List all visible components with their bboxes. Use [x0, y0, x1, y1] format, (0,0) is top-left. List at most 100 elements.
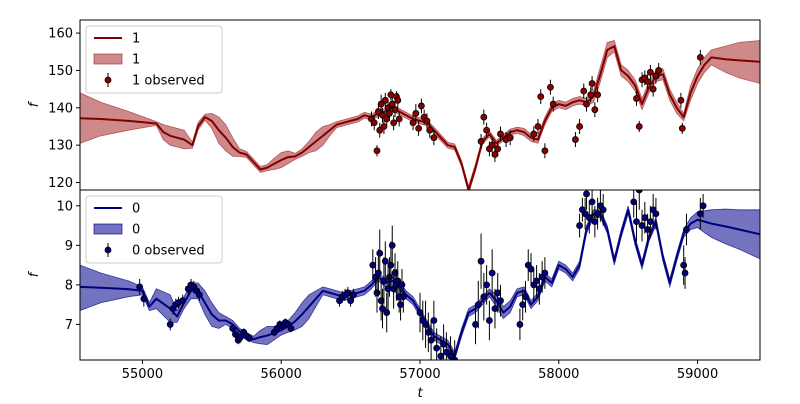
observed-point	[409, 119, 417, 127]
observed-point	[373, 147, 381, 155]
observed-point	[136, 283, 144, 291]
observed-point	[480, 113, 488, 121]
observed-point	[696, 210, 704, 218]
observed-point	[644, 78, 651, 86]
observed-point	[483, 126, 491, 134]
observed-point	[370, 119, 378, 127]
legend-entry-label: 1 observed	[132, 74, 205, 89]
observed-point	[533, 277, 540, 285]
observed-point	[633, 218, 640, 226]
observed-point	[488, 269, 496, 277]
observed-point	[652, 72, 660, 80]
observed-point	[395, 115, 403, 123]
observed-point	[591, 106, 599, 114]
top-panel: 120 130 140 150 160 f 1 1 1 observed	[27, 19, 761, 191]
observed-point	[649, 85, 657, 93]
observed-point	[549, 100, 557, 108]
plot-area	[80, 40, 760, 190]
observed-point	[394, 96, 402, 104]
observed-point	[635, 190, 643, 194]
observed-point	[587, 91, 595, 99]
x-tick-label: 57000	[399, 367, 440, 382]
legend-point-swatch	[104, 246, 112, 254]
y-tick-label: 10	[56, 199, 73, 214]
legend: 0 0 0 observed	[85, 195, 223, 264]
legend: 1 1 1 observed	[85, 25, 223, 94]
observed-point	[380, 123, 388, 130]
observed-point	[442, 348, 450, 356]
observed-point	[519, 301, 527, 309]
observed-point	[415, 124, 423, 132]
observed-point	[166, 321, 174, 328]
observed-point	[683, 226, 690, 233]
legend-entry-label: 1	[132, 53, 140, 68]
observed-point	[506, 134, 514, 142]
observed-point	[678, 124, 686, 132]
observed-point	[430, 134, 438, 142]
observed-point	[347, 297, 355, 305]
observed-point	[195, 291, 203, 299]
observed-point	[369, 261, 377, 269]
observed-point	[497, 130, 504, 138]
x-tick-label: 56000	[261, 367, 302, 382]
observed-point	[391, 106, 399, 114]
observed-point	[534, 123, 542, 130]
observed-point	[477, 257, 485, 265]
observed-point	[381, 96, 389, 104]
observed-point	[426, 126, 434, 134]
observed-point	[588, 80, 596, 87]
observed-point	[497, 297, 504, 305]
observed-point	[349, 291, 357, 299]
plot-area	[80, 190, 760, 360]
observed-point	[641, 214, 649, 222]
observed-point	[391, 269, 399, 277]
observed-point	[494, 289, 502, 297]
observed-point	[583, 100, 590, 108]
y-tick-label: 9	[65, 239, 73, 254]
observed-point	[381, 257, 389, 265]
observed-point	[417, 102, 425, 110]
observed-point	[245, 334, 253, 342]
observed-point	[594, 91, 602, 99]
observed-point	[576, 222, 583, 229]
observed-point	[585, 214, 593, 222]
observed-point	[477, 138, 485, 145]
observed-point	[386, 273, 393, 281]
observed-point	[576, 123, 583, 130]
observed-point	[696, 53, 704, 61]
observed-point	[379, 305, 386, 313]
observed-point	[472, 321, 479, 328]
legend-entry-label: 0	[132, 223, 140, 238]
observed-point	[379, 111, 386, 119]
observed-point	[374, 269, 382, 277]
observed-point	[491, 151, 499, 158]
observed-point	[530, 130, 538, 138]
legend-entry-label: 0	[132, 202, 140, 217]
observed-point	[541, 269, 549, 277]
observed-point	[599, 206, 607, 214]
observed-point	[412, 110, 420, 117]
observed-point	[680, 261, 688, 269]
y-tick-label: 140	[48, 101, 73, 116]
observed-point	[588, 198, 596, 206]
observed-point	[581, 210, 589, 218]
observed-point	[387, 91, 395, 99]
observed-point	[377, 297, 385, 305]
observed-point	[423, 117, 431, 125]
y-tick-label: 130	[48, 139, 73, 154]
observed-point	[638, 222, 646, 229]
observed-point	[535, 285, 543, 293]
observed-point	[591, 218, 599, 226]
observed-point	[646, 68, 654, 76]
observed-point	[583, 190, 590, 198]
observed-point	[383, 115, 391, 123]
observed-point	[424, 328, 432, 336]
observed-point	[422, 321, 429, 328]
observed-point	[655, 67, 663, 74]
legend-band-swatch	[93, 53, 123, 65]
observed-point	[541, 147, 549, 155]
observed-point	[427, 336, 435, 344]
observed-point	[488, 141, 496, 149]
observed-point	[399, 293, 407, 301]
